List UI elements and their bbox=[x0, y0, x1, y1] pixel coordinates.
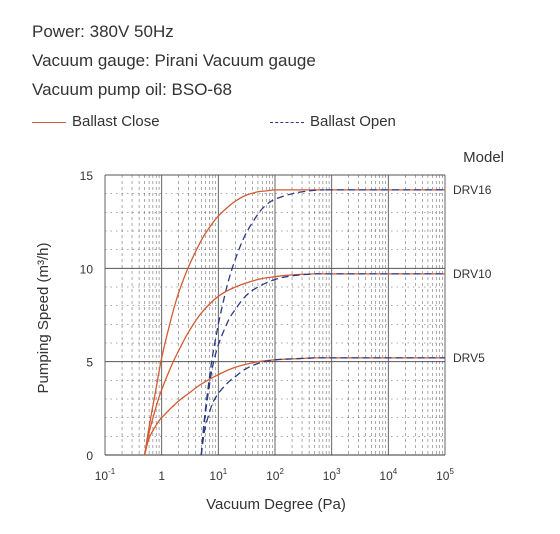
model-label-drv16: DRV16 bbox=[453, 183, 492, 197]
chart-labels: DRV16 DRV10 DRV5 bbox=[453, 183, 492, 365]
x-tick-label: 105 bbox=[436, 467, 454, 483]
y-axis-label: Pumping Speed (m³/h) bbox=[35, 243, 52, 394]
x-tick-label: 102 bbox=[266, 467, 284, 483]
model-label-drv5: DRV5 bbox=[453, 351, 485, 365]
legend-ballast-open-label: Ballast Open bbox=[310, 113, 396, 130]
series-drv10-ballast-close bbox=[143, 273, 445, 456]
legend-solid-line-icon bbox=[32, 121, 66, 123]
legend-ballast-close-label: Ballast Close bbox=[72, 113, 160, 130]
x-axis-label: Vacuum Degree (Pa) bbox=[206, 496, 346, 513]
chart-grid: 0 5 10 15 10-1 1 101 102 103 104 105 bbox=[80, 169, 455, 483]
x-tick-label: 10-1 bbox=[95, 467, 116, 483]
y-tick-label: 15 bbox=[80, 169, 94, 183]
chart-series bbox=[143, 189, 445, 456]
y-tick-label: 5 bbox=[86, 356, 93, 370]
spec-power: Power: 380V 50Hz bbox=[32, 22, 174, 41]
y-tick-label: 0 bbox=[86, 449, 93, 463]
model-header: Model bbox=[463, 149, 504, 166]
legend-dashed-line-icon bbox=[270, 121, 304, 123]
spec-vacuum-gauge: Vacuum gauge: Pirani Vacuum gauge bbox=[32, 51, 316, 70]
model-label-drv10: DRV10 bbox=[453, 267, 492, 281]
series-drv16-ballast-close bbox=[143, 189, 445, 456]
legend-ballast-close: Ballast Close bbox=[32, 113, 160, 130]
y-tick-label: 10 bbox=[80, 262, 94, 276]
x-tick-label: 103 bbox=[323, 467, 341, 483]
legend-ballast-open: Ballast Open bbox=[270, 113, 396, 130]
spec-vacuum-pump-oil: Vacuum pump oil: BSO-68 bbox=[32, 80, 232, 99]
series-drv16-ballast-open bbox=[200, 189, 445, 456]
series-drv5-ballast-close bbox=[143, 357, 445, 456]
x-tick-label: 101 bbox=[209, 467, 227, 483]
x-tick-label: 1 bbox=[158, 469, 165, 483]
series-drv10-ballast-open bbox=[200, 273, 445, 456]
x-tick-label: 104 bbox=[379, 467, 397, 483]
series-drv5-ballast-open bbox=[200, 357, 445, 456]
